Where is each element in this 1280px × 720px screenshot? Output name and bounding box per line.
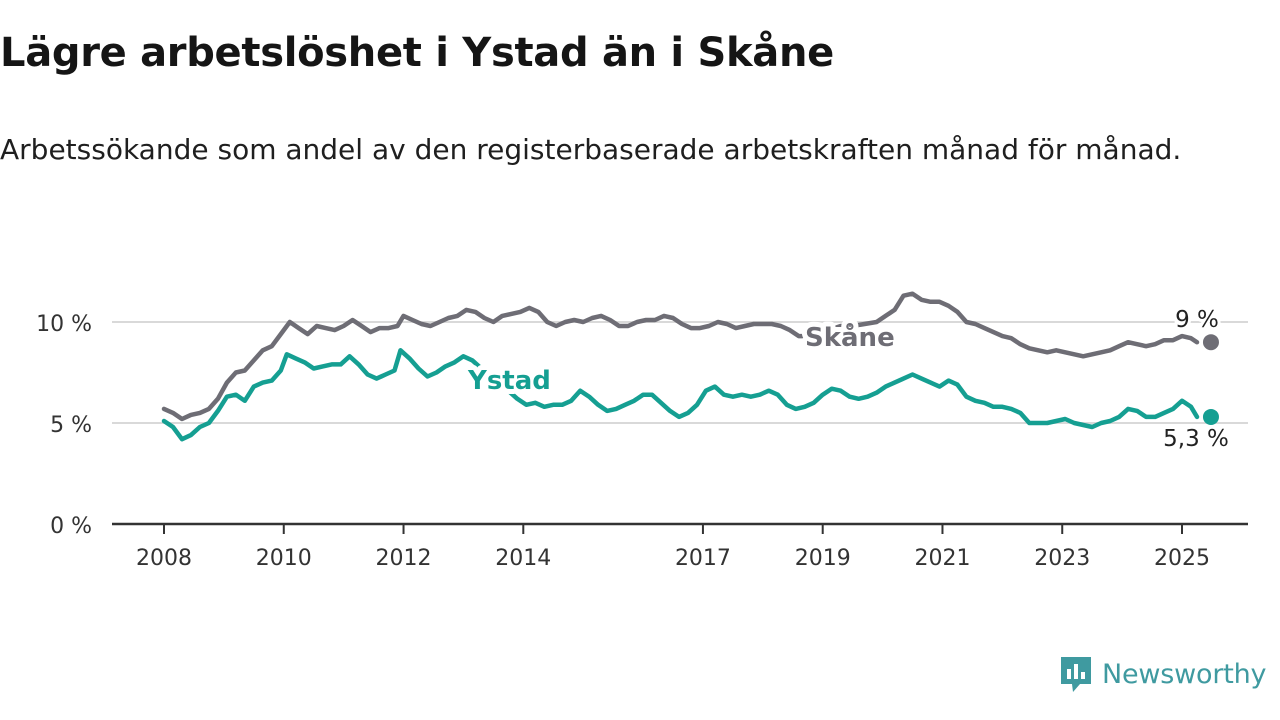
chart-subtitle: Arbetssökande som andel av den registerb… xyxy=(0,133,1182,166)
line-chart: 0 % 5 % 10 % 2008 2010 2012 2014 2017 2019 2021 20… xyxy=(36,291,1248,571)
x-tick-label: 2008 xyxy=(136,546,192,571)
series-labels: Skåne Ystad 9 % 5,3 % xyxy=(462,304,1232,455)
newsworthy-logo-icon xyxy=(1061,657,1091,692)
y-tick-label: 0 % xyxy=(50,514,92,539)
series-end-point-skane xyxy=(1202,334,1219,351)
x-tick-label: 2021 xyxy=(914,546,970,571)
gridlines xyxy=(112,321,1248,424)
chart-title: Lägre arbetslöshet i Ystad än i Skåne xyxy=(0,30,834,76)
series-end-label-ystad: 5,3 % xyxy=(1163,426,1229,452)
y-tick-label: 5 % xyxy=(50,413,92,438)
series-line-ystad xyxy=(161,348,1200,442)
series-end-label-skane: 9 % xyxy=(1175,307,1219,333)
newsworthy-logo[interactable]: Newsworthy xyxy=(1058,654,1267,694)
y-tick-label: 10 % xyxy=(36,312,92,337)
x-tick-label: 2025 xyxy=(1154,546,1210,571)
x-tick-label: 2019 xyxy=(795,546,851,571)
x-tick-label: 2012 xyxy=(376,546,432,571)
brand-name: Newsworthy xyxy=(1102,658,1267,690)
x-tick-label: 2014 xyxy=(495,546,551,571)
x-tick-label: 2017 xyxy=(675,546,731,571)
series-lines xyxy=(161,291,1219,442)
series-line-skane xyxy=(161,291,1200,422)
series-name-label-skane: Skåne xyxy=(805,321,895,353)
axes: 0 % 5 % 10 % 2008 2010 2012 2014 2017 2019 2021 20… xyxy=(36,312,1248,571)
x-tick-label: 2010 xyxy=(256,546,312,571)
series-name-label-ystad: Ystad xyxy=(467,366,551,396)
x-tick-label: 2023 xyxy=(1034,546,1090,571)
series-end-point-ystad xyxy=(1202,408,1219,425)
